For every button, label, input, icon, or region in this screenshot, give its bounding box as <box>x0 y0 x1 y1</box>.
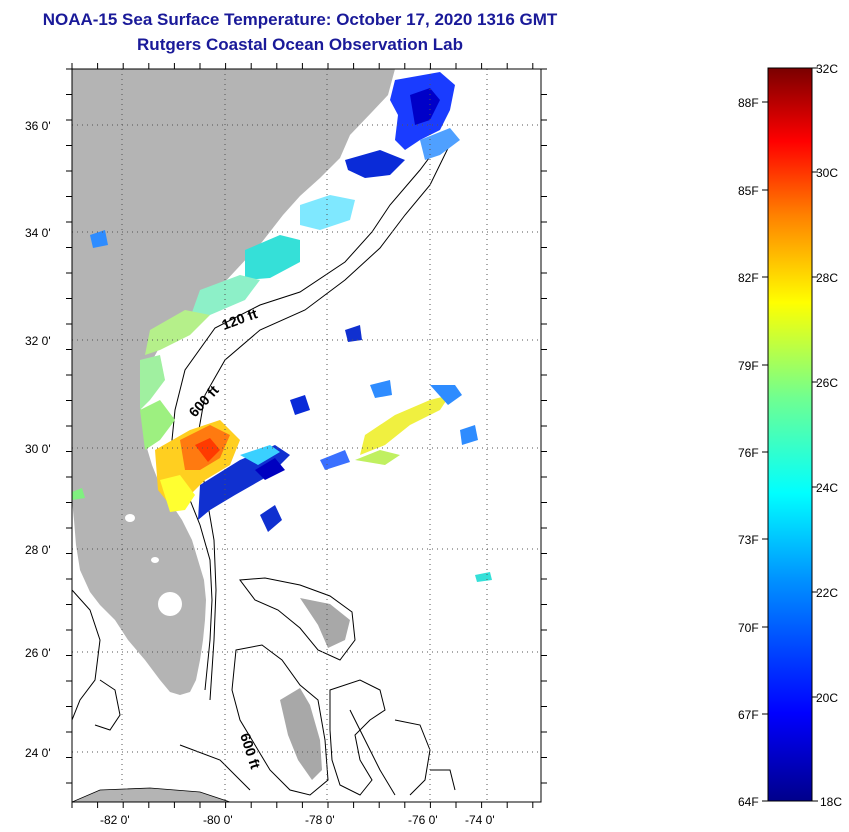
land-us-southeast <box>72 69 395 695</box>
fahrenheit-label: 82F <box>738 271 759 285</box>
lake-okeechobee <box>158 592 182 616</box>
lat-label: 28 0' <box>25 543 51 557</box>
celsius-label: 20C <box>816 691 838 705</box>
fahrenheit-label: 76F <box>738 446 759 460</box>
island-andros <box>280 688 322 780</box>
lat-label: 30 0' <box>25 442 51 456</box>
grid-lines <box>72 69 541 802</box>
lon-label: -80 0' <box>203 813 233 827</box>
celsius-label: 30C <box>816 166 838 180</box>
fahrenheit-label: 67F <box>738 708 759 722</box>
sst-data-overlay <box>72 72 492 582</box>
inland-water <box>151 557 159 563</box>
fahrenheit-label: 85F <box>738 184 759 198</box>
celsius-label: 28C <box>816 271 838 285</box>
celsius-label: 24C <box>816 481 838 495</box>
fahrenheit-label: 88F <box>738 96 759 110</box>
land-cuba <box>72 787 231 802</box>
lon-label: -82 0' <box>100 813 130 827</box>
lat-label: 36 0' <box>25 119 51 133</box>
lat-label: 26 0' <box>25 646 51 660</box>
colorbar-ticks <box>762 67 818 802</box>
lon-label: -76 0' <box>408 813 438 827</box>
lat-label: 32 0' <box>25 334 51 348</box>
temperature-colorbar <box>767 67 813 802</box>
lat-label: 24 0' <box>25 746 51 760</box>
longitude-labels: -82 0' -80 0' -78 0' -76 0' -74 0' <box>100 813 495 827</box>
lat-label: 34 0' <box>25 226 51 240</box>
fahrenheit-label: 79F <box>738 359 759 373</box>
axis-ticks <box>66 63 547 808</box>
lon-label: -78 0' <box>305 813 335 827</box>
celsius-label: 18C <box>820 795 842 809</box>
celsius-label: 32C <box>816 62 838 76</box>
lon-label: -74 0' <box>465 813 495 827</box>
celsius-label: 22C <box>816 586 838 600</box>
fahrenheit-label: 64F <box>738 795 759 809</box>
colorbar-fahrenheit-labels: 88F 85F 82F 79F 76F 73F 70F 67F 64F <box>738 96 759 809</box>
map-subtitle: Rutgers Coastal Ocean Observation Lab <box>137 35 463 54</box>
island-abaco <box>300 598 350 648</box>
latitude-labels: 36 0' 34 0' 32 0' 30 0' 28 0' 26 0' 24 0… <box>25 119 51 760</box>
map-frame <box>71 68 542 803</box>
map-title: NOAA-15 Sea Surface Temperature: October… <box>42 10 558 29</box>
fahrenheit-label: 70F <box>738 621 759 635</box>
celsius-label: 26C <box>816 376 838 390</box>
colorbar-celsius-labels: 32C 30C 28C 26C 24C 22C 20C 18C <box>816 62 842 809</box>
fahrenheit-label: 73F <box>738 533 759 547</box>
inland-water <box>125 514 135 522</box>
